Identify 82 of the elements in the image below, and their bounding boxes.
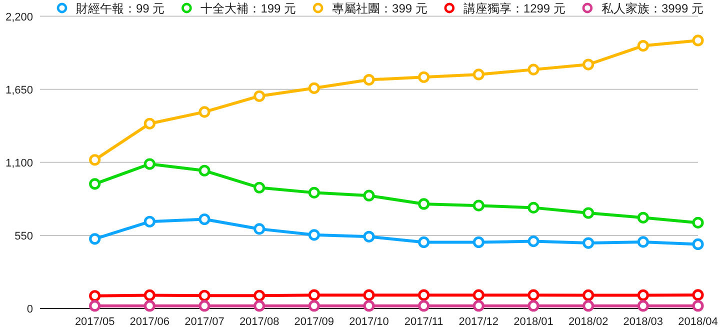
point [144, 118, 156, 130]
y-tick-label: 0 [26, 304, 33, 316]
point [254, 182, 266, 194]
y-tick-label: 1,650 [5, 84, 33, 96]
point [89, 233, 101, 245]
point [254, 300, 266, 312]
point [582, 207, 594, 219]
point [692, 34, 704, 46]
point [692, 238, 704, 250]
point [528, 64, 540, 76]
point [308, 82, 320, 94]
point [472, 68, 484, 80]
point [198, 106, 210, 118]
point [528, 289, 540, 301]
point [363, 74, 375, 86]
point [637, 236, 649, 248]
x-tick-label: 2017/05 [74, 316, 115, 327]
point [363, 230, 375, 242]
point [418, 236, 430, 248]
point [363, 289, 375, 301]
x-tick-label: 2017/11 [404, 316, 444, 327]
point [254, 223, 266, 235]
x-tick-label: 2018/03 [623, 316, 664, 327]
point [472, 289, 484, 301]
point [418, 289, 430, 301]
point [472, 300, 484, 312]
x-tick-label: 2017/09 [294, 316, 334, 327]
point [472, 236, 484, 248]
point [89, 154, 101, 166]
point [144, 216, 156, 228]
point [198, 300, 210, 312]
point [418, 198, 430, 210]
point [637, 300, 649, 312]
point [418, 300, 430, 312]
point [308, 186, 320, 198]
point [528, 202, 540, 214]
point [692, 216, 704, 228]
point [582, 58, 594, 70]
x-tick-label: 2017/10 [349, 316, 389, 327]
point [363, 300, 375, 312]
point [528, 300, 540, 312]
legend-label: 財經午報：99 元 [76, 2, 165, 16]
point [144, 158, 156, 170]
point [308, 300, 320, 312]
point [144, 289, 156, 302]
point [637, 40, 649, 52]
point [89, 178, 101, 190]
y-tick-label: 550 [14, 230, 33, 242]
x-tick-label: 2018/02 [568, 316, 608, 327]
point [144, 300, 156, 312]
point [198, 213, 210, 226]
point [254, 90, 266, 102]
y-tick-label: 1,100 [5, 157, 33, 170]
point [89, 300, 101, 312]
point [637, 289, 649, 302]
point [637, 212, 649, 224]
point [582, 289, 594, 302]
x-tick-label: 2017/12 [458, 316, 499, 327]
point [692, 289, 704, 301]
legend-label: 專屬社團：399 元 [332, 2, 428, 16]
point [308, 229, 320, 241]
legend-label: 十全大補：199 元 [200, 2, 296, 16]
point [472, 200, 484, 212]
legend-label: 講座獨享：1299 元 [463, 2, 566, 16]
x-tick-label: 2018/04 [678, 316, 718, 327]
point [528, 235, 540, 248]
point [89, 290, 101, 302]
point [308, 289, 320, 301]
point [418, 71, 430, 83]
point [198, 290, 210, 302]
legend-label: 私人家族：3999 元 [601, 2, 704, 16]
point [363, 190, 375, 202]
x-tick-label: 2017/07 [184, 316, 224, 327]
point [692, 300, 704, 312]
point [582, 237, 594, 249]
y-tick-label: 2,200 [5, 11, 33, 24]
point [582, 300, 594, 312]
point [254, 290, 266, 302]
x-tick-label: 2018/01 [514, 316, 554, 327]
x-tick-label: 2017/08 [239, 316, 280, 327]
x-tick-label: 2017/06 [130, 316, 170, 327]
point [198, 164, 210, 176]
